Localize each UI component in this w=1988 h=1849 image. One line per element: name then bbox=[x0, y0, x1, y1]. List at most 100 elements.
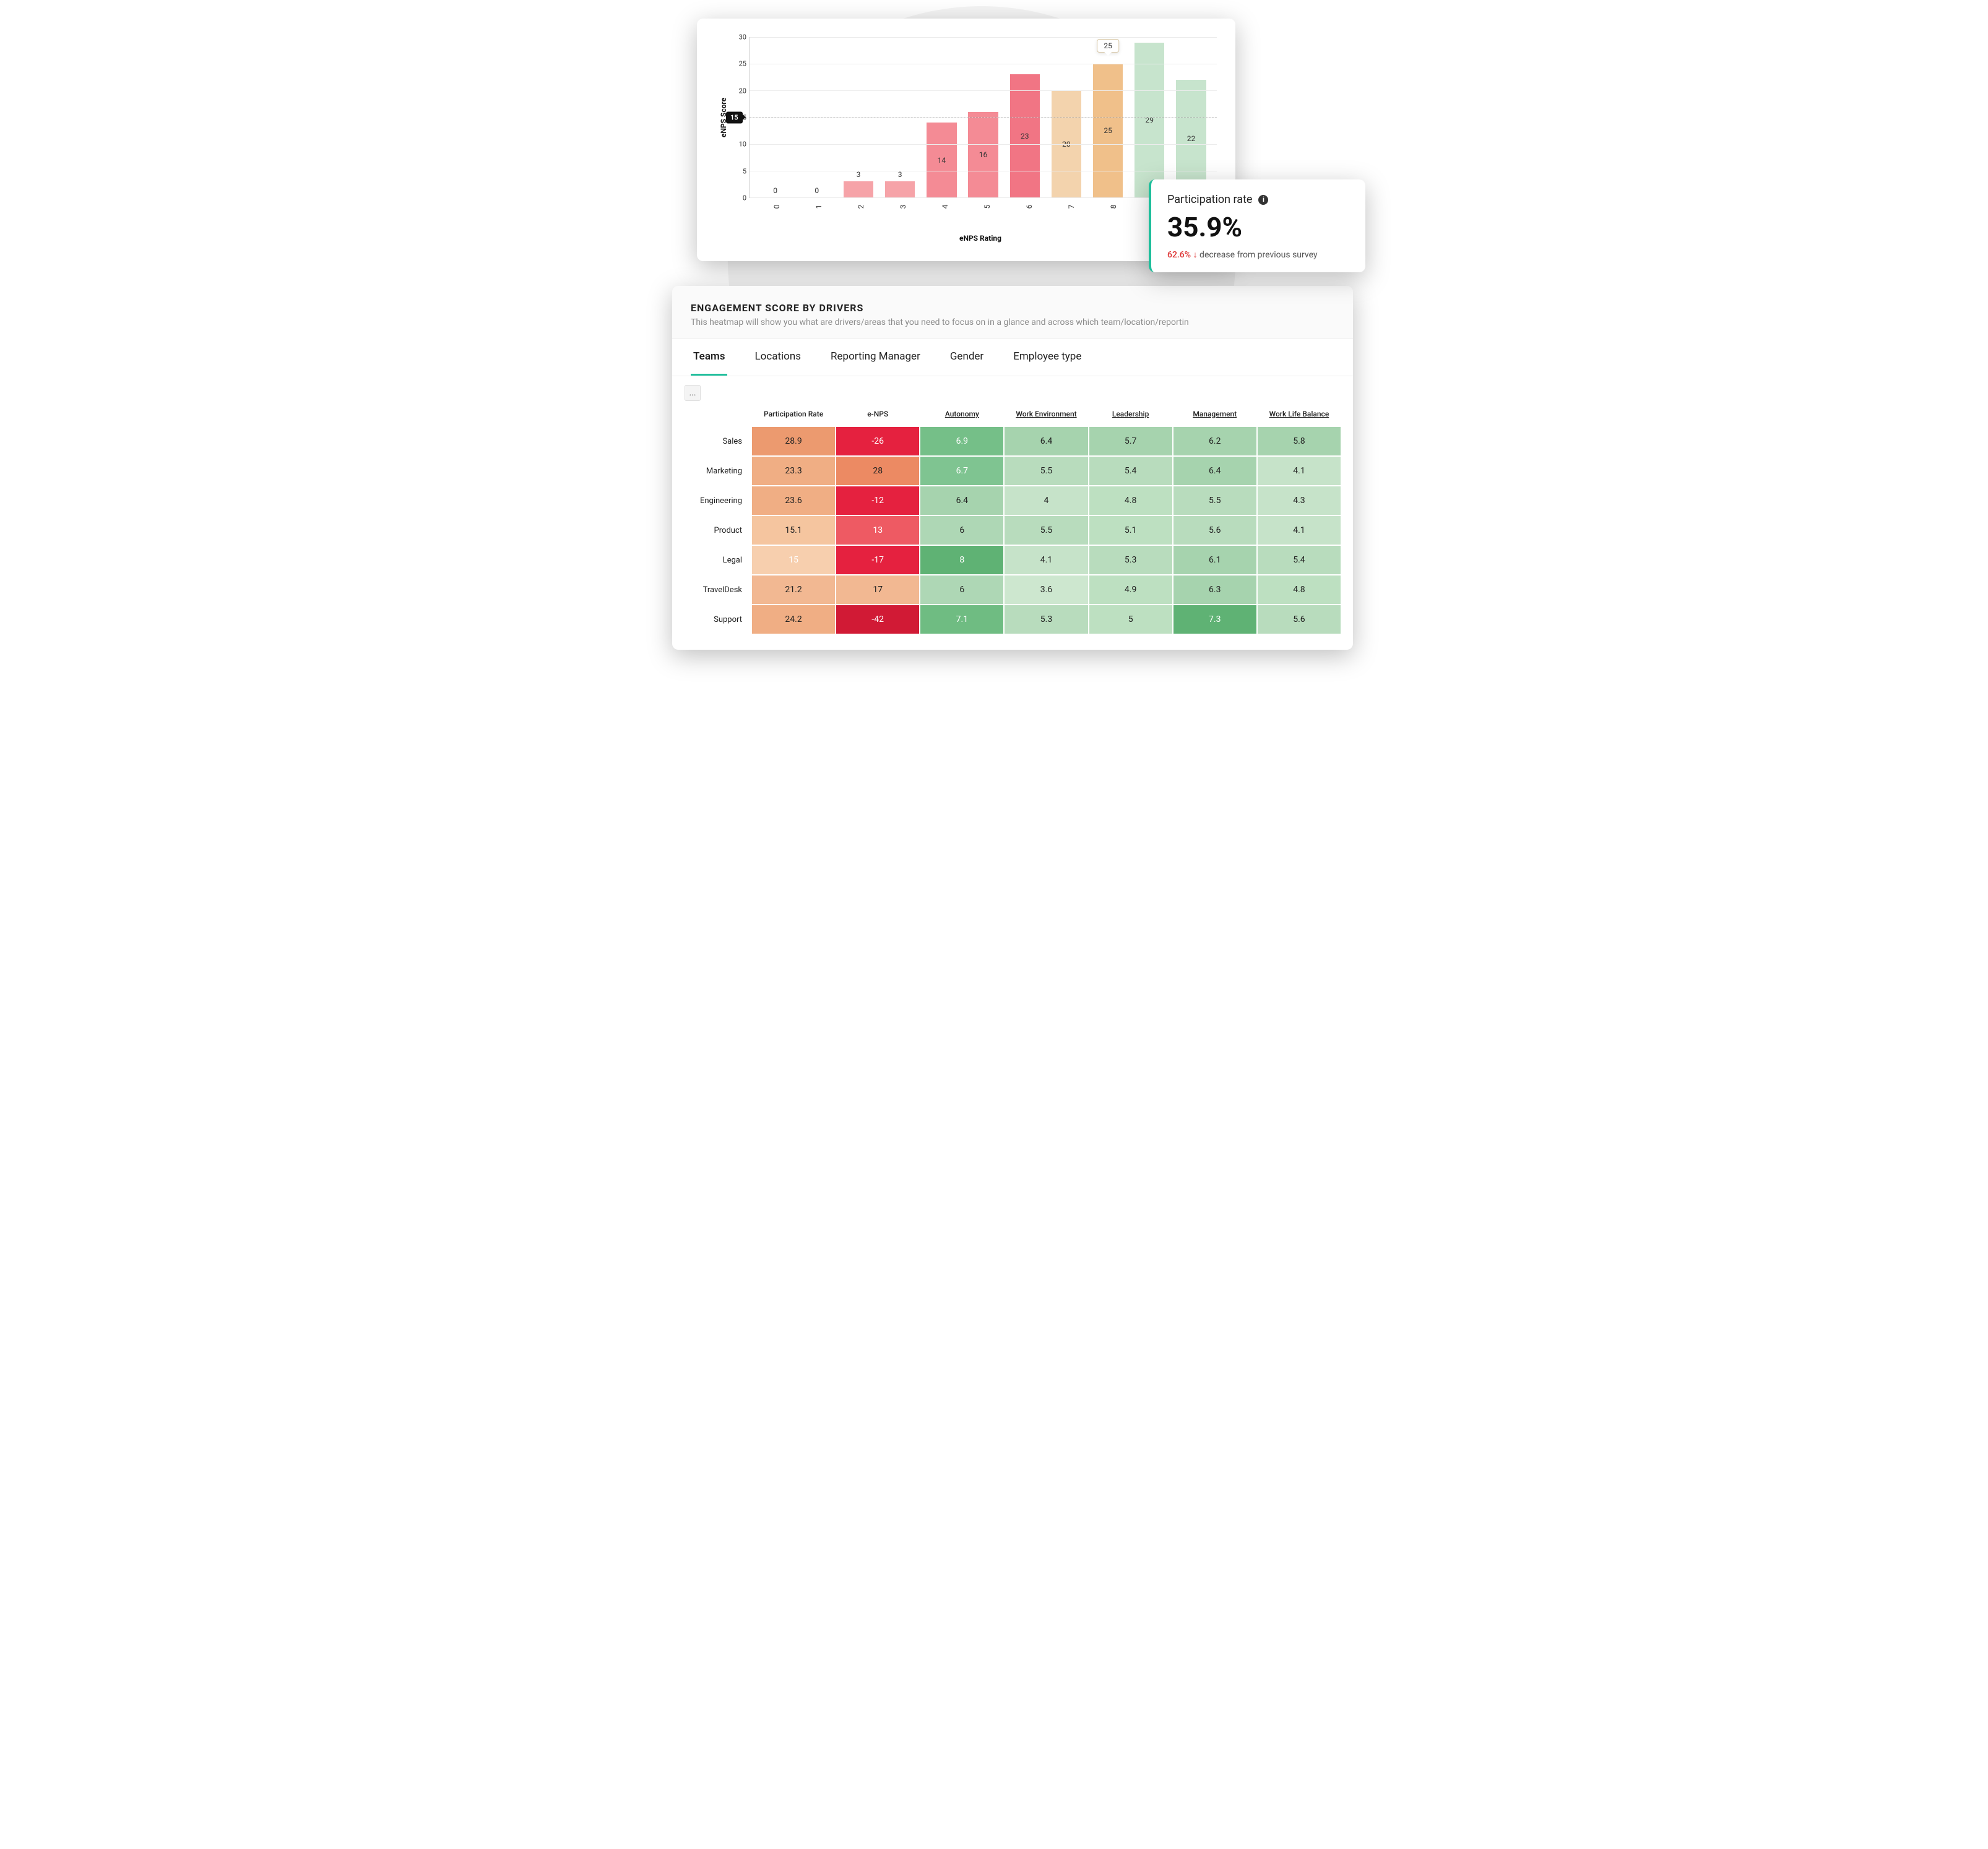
chart-x-ticks: 012345678910 bbox=[744, 198, 1217, 215]
heatmap-cell[interactable]: 13 bbox=[836, 515, 920, 545]
participation-delta-text: decrease from previous survey bbox=[1199, 250, 1318, 260]
heatmap-cell[interactable]: 4.1 bbox=[1257, 515, 1341, 545]
chart-x-tick: 8 bbox=[1098, 186, 1115, 228]
chart-marker-badge: 15 bbox=[726, 111, 743, 123]
heatmap-cell[interactable]: 6.2 bbox=[1173, 426, 1257, 456]
heatmap-cell[interactable]: 4.8 bbox=[1257, 575, 1341, 605]
arrow-down-icon: ↓ bbox=[1193, 250, 1198, 260]
chart-x-axis-label: eNPS Rating bbox=[744, 234, 1217, 243]
chart-tooltip: 25 bbox=[1097, 39, 1119, 53]
heatmap-cell[interactable]: 6 bbox=[920, 575, 1004, 605]
heatmap-cell[interactable]: 4.9 bbox=[1089, 575, 1173, 605]
heatmap-cell[interactable]: 5.4 bbox=[1257, 545, 1341, 575]
heatmap-cell[interactable]: 17 bbox=[836, 575, 920, 605]
heatmap-cell[interactable]: 3.6 bbox=[1004, 575, 1088, 605]
chart-bar[interactable]: 16 bbox=[968, 112, 998, 197]
chart-bar[interactable]: 29 bbox=[1134, 43, 1164, 197]
heatmap-cell[interactable]: 6.4 bbox=[1004, 426, 1088, 456]
heatmap-column-header[interactable]: Leadership bbox=[1089, 405, 1173, 426]
heatmap-cell[interactable]: 21.2 bbox=[751, 575, 836, 605]
tab-reporting-manager[interactable]: Reporting Manager bbox=[828, 339, 923, 376]
heatmap-cell[interactable]: 5.5 bbox=[1004, 456, 1088, 486]
participation-delta-pct: 62.6% bbox=[1167, 250, 1191, 260]
heatmap-column-header[interactable]: Autonomy bbox=[920, 405, 1004, 426]
heatmap-cell[interactable]: 23.3 bbox=[751, 456, 836, 486]
heatmap-cell[interactable]: 23.6 bbox=[751, 486, 836, 515]
heatmap-header-blank bbox=[683, 405, 751, 426]
participation-value: 35.9% bbox=[1167, 211, 1349, 243]
chart-bar[interactable]: 23 bbox=[1010, 74, 1040, 197]
heatmap-cell[interactable]: 6.4 bbox=[1173, 456, 1257, 486]
heatmap-cell[interactable]: -12 bbox=[836, 486, 920, 515]
heatmap-cell[interactable]: 4.1 bbox=[1004, 545, 1088, 575]
participation-title: Participation rate bbox=[1167, 193, 1252, 206]
heatmap-row-label: Engineering bbox=[683, 486, 751, 515]
heatmap-row-label: Marketing bbox=[683, 456, 751, 486]
heatmap-cell[interactable]: 7.1 bbox=[920, 605, 1004, 634]
tab-locations[interactable]: Locations bbox=[752, 339, 803, 376]
heatmap-row: Sales28.9-266.96.45.76.25.8 bbox=[683, 426, 1341, 456]
heatmap-cell[interactable]: 5.6 bbox=[1173, 515, 1257, 545]
heatmap-cell[interactable]: 5.7 bbox=[1089, 426, 1173, 456]
heatmap-cell[interactable]: 6.1 bbox=[1173, 545, 1257, 575]
heatmap-cell[interactable]: 6.7 bbox=[920, 456, 1004, 486]
heatmap-cell[interactable]: 7.3 bbox=[1173, 605, 1257, 634]
heatmap-cell[interactable]: 8 bbox=[920, 545, 1004, 575]
heatmap-cell[interactable]: 15 bbox=[751, 545, 836, 575]
heatmap-cell[interactable]: 5.5 bbox=[1173, 486, 1257, 515]
heatmap-column-header: e-NPS bbox=[836, 405, 920, 426]
chart-bar[interactable]: 25 bbox=[1093, 64, 1123, 197]
heatmap-row-label: Support bbox=[683, 605, 751, 634]
participation-rate-card: Participation rate i 35.9% 62.6% ↓ decre… bbox=[1149, 179, 1365, 272]
heatmap-cell[interactable]: 6 bbox=[920, 515, 1004, 545]
heatmap-subtitle: This heatmap will show you what are driv… bbox=[691, 317, 1334, 327]
chart-y-tick: 10 bbox=[739, 140, 746, 149]
chart-gridline bbox=[750, 37, 1217, 38]
heatmap-cell[interactable]: 5.3 bbox=[1004, 605, 1088, 634]
chart-bar-value: 3 bbox=[885, 170, 915, 179]
heatmap-cell[interactable]: 4.3 bbox=[1257, 486, 1341, 515]
tab-teams[interactable]: Teams bbox=[691, 339, 727, 376]
heatmap-cell[interactable]: 4.8 bbox=[1089, 486, 1173, 515]
heatmap-cell[interactable]: 5 bbox=[1089, 605, 1173, 634]
heatmap-table: Participation Ratee-NPSAutonomyWork Envi… bbox=[683, 405, 1342, 635]
chart-x-tick: 7 bbox=[1056, 186, 1073, 228]
heatmap-column-header[interactable]: Work Life Balance bbox=[1257, 405, 1341, 426]
heatmap-column-header[interactable]: Work Environment bbox=[1004, 405, 1088, 426]
heatmap-tabs: Teams Locations Reporting Manager Gender Emp… bbox=[672, 339, 1353, 376]
more-options-button[interactable]: ... bbox=[685, 385, 701, 401]
heatmap-cell[interactable]: 28 bbox=[836, 456, 920, 486]
heatmap-row: Legal15-1784.15.36.15.4 bbox=[683, 545, 1341, 575]
chart-bar-value: 22 bbox=[1187, 134, 1196, 143]
heatmap-cell[interactable]: -42 bbox=[836, 605, 920, 634]
heatmap-row: Support24.2-427.15.357.35.6 bbox=[683, 605, 1341, 634]
heatmap-cell[interactable]: 6.4 bbox=[920, 486, 1004, 515]
heatmap-cell[interactable]: 4.1 bbox=[1257, 456, 1341, 486]
chart-bar-value: 14 bbox=[938, 156, 946, 165]
heatmap-cell[interactable]: 6.9 bbox=[920, 426, 1004, 456]
heatmap-cell[interactable]: 24.2 bbox=[751, 605, 836, 634]
info-icon[interactable]: i bbox=[1258, 195, 1268, 205]
heatmap-cell[interactable]: 5.1 bbox=[1089, 515, 1173, 545]
chart-plot-area: 00331416232025252922 15 bbox=[749, 37, 1217, 198]
heatmap-cell[interactable]: 5.4 bbox=[1089, 456, 1173, 486]
heatmap-cell[interactable]: 5.8 bbox=[1257, 426, 1341, 456]
heatmap-cell[interactable]: 5.5 bbox=[1004, 515, 1088, 545]
heatmap-cell[interactable]: 28.9 bbox=[751, 426, 836, 456]
heatmap-cell[interactable]: -26 bbox=[836, 426, 920, 456]
heatmap-cell[interactable]: 15.1 bbox=[751, 515, 836, 545]
tab-gender[interactable]: Gender bbox=[948, 339, 986, 376]
heatmap-row-label: Product bbox=[683, 515, 751, 545]
heatmap-cell[interactable]: 5.3 bbox=[1089, 545, 1173, 575]
chart-bar-value: 3 bbox=[844, 170, 873, 179]
heatmap-cell[interactable]: 5.6 bbox=[1257, 605, 1341, 634]
heatmap-cell[interactable]: 4 bbox=[1004, 486, 1088, 515]
participation-delta: 62.6% ↓ decrease from previous survey bbox=[1167, 249, 1349, 260]
heatmap-cell[interactable]: -17 bbox=[836, 545, 920, 575]
heatmap-cell[interactable]: 6.3 bbox=[1173, 575, 1257, 605]
chart-bar-value: 23 bbox=[1021, 132, 1029, 140]
heatmap-column-header: Participation Rate bbox=[751, 405, 836, 426]
chart-x-tick: 1 bbox=[803, 186, 821, 228]
tab-employee-type[interactable]: Employee type bbox=[1011, 339, 1084, 376]
heatmap-column-header[interactable]: Management bbox=[1173, 405, 1257, 426]
